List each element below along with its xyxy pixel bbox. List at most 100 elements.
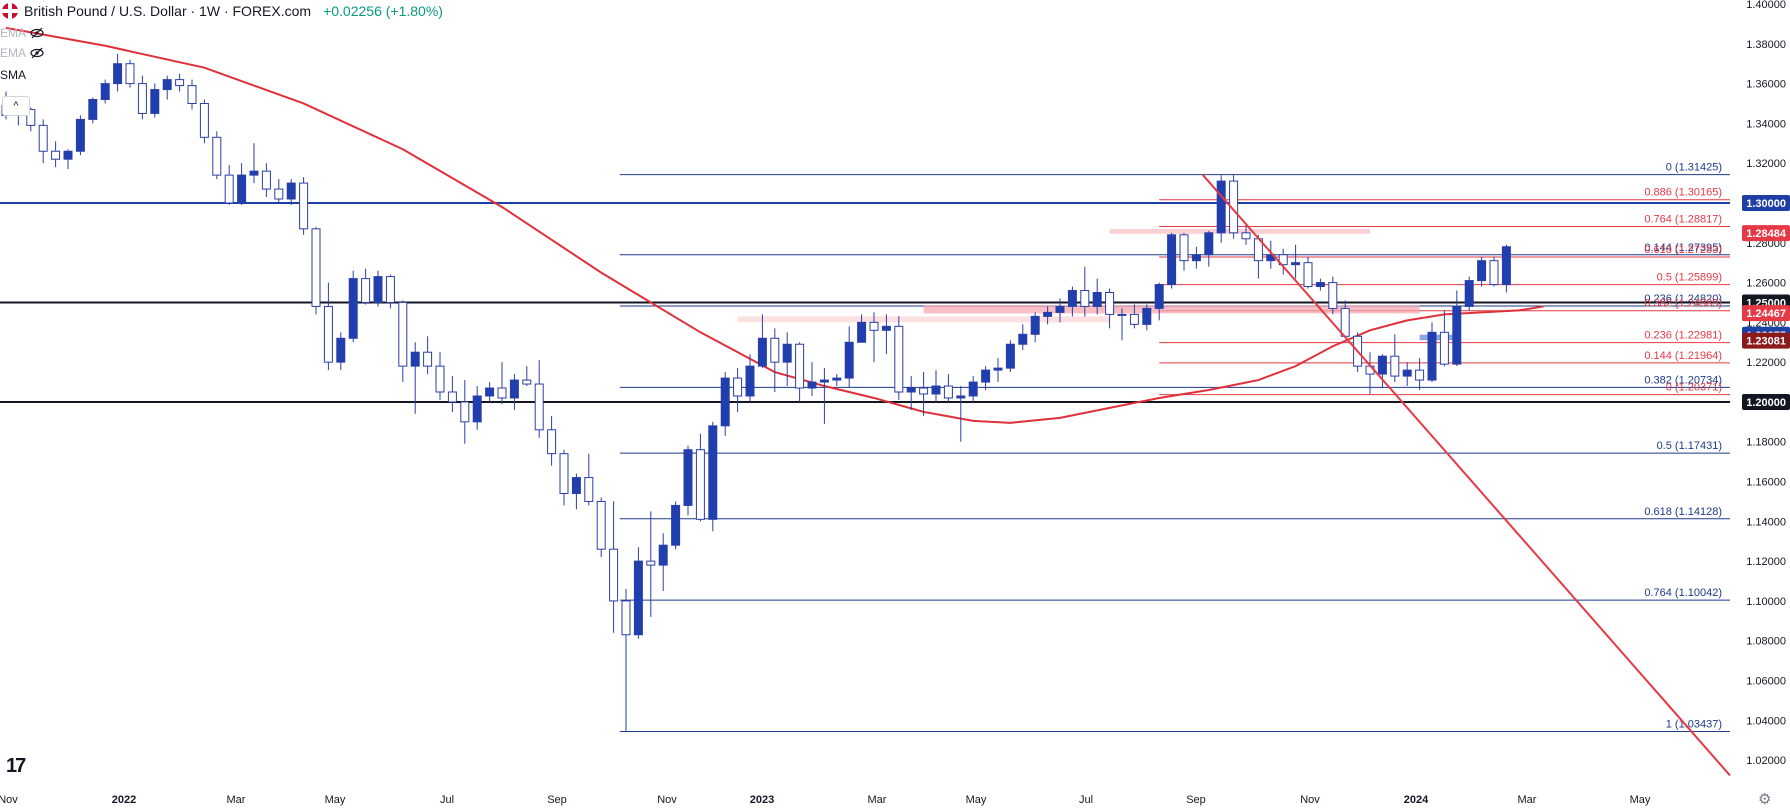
candle-down	[1179, 234, 1189, 262]
candle-up	[1477, 260, 1487, 282]
resistance-zone	[923, 305, 1420, 314]
chart-header: British Pound / U.S. Dollar · 1W · FOREX…	[0, 0, 443, 22]
candle-up	[993, 367, 1003, 371]
candle-up	[745, 365, 755, 397]
time-tick-label: Mar	[868, 794, 887, 806]
price-axis: 1.40000 1.38000 1.36000 1.34000 1.32000 1.300…	[1742, 0, 1790, 767]
indicator-label: SMA	[0, 68, 27, 82]
price-change: +0.02256 (+1.80%)	[323, 3, 443, 19]
candle-up	[1191, 254, 1201, 262]
candle-down	[1340, 307, 1350, 337]
candle-down	[646, 560, 656, 566]
indicator-sma[interactable]: SMA	[0, 68, 26, 82]
candle-up	[881, 325, 891, 331]
candle-up	[906, 387, 916, 393]
candle-down	[1129, 313, 1139, 325]
candle-down	[1278, 254, 1288, 266]
candle-up	[1377, 355, 1387, 375]
time-tick-label: May	[325, 794, 346, 806]
candle-up	[757, 337, 767, 367]
candle-up	[75, 118, 85, 152]
price-badge-label: 1.30000	[1746, 198, 1786, 210]
candle-down	[398, 301, 408, 367]
time-tick-label: May	[1630, 794, 1651, 806]
candle-up	[1464, 280, 1474, 307]
price-badge	[1742, 305, 1790, 322]
candle-up	[472, 395, 482, 423]
candle-down	[894, 325, 904, 393]
time-tick-label: Nov	[1300, 794, 1320, 806]
candle-up	[113, 63, 123, 85]
candle-up	[1055, 305, 1065, 313]
candle-up	[1067, 290, 1077, 307]
candle-down	[175, 79, 185, 87]
collapse-indicators-button[interactable]: ^	[2, 96, 30, 116]
fib-red-label: 0.618 (1.27283)	[1644, 244, 1722, 256]
candle-up	[485, 387, 495, 397]
candle-down	[199, 102, 209, 138]
gbp-flag-icon	[2, 3, 18, 19]
candles	[1, 53, 1511, 733]
candle-up	[1315, 282, 1325, 288]
candle-up	[720, 377, 730, 427]
price-tick-label: 1.32000	[1746, 158, 1786, 170]
candle-up	[956, 395, 966, 399]
horizontal-levels	[0, 201, 1730, 403]
price-tick-label: 1.36000	[1746, 79, 1786, 91]
candle-up	[1005, 343, 1015, 369]
candle-down	[609, 548, 619, 602]
time-tick-label: Sep	[1186, 794, 1206, 806]
indicator-ema-2[interactable]: EMA	[0, 46, 44, 60]
candle-up	[1427, 331, 1437, 381]
fib-red-label: 0.144 (1.21964)	[1644, 350, 1722, 362]
candle-down	[497, 387, 507, 399]
time-tick-label: Nov	[657, 794, 677, 806]
price-tick-label: 1.18000	[1746, 437, 1786, 449]
candle-up	[819, 379, 829, 383]
indicator-ema-1[interactable]: EMA	[0, 26, 44, 40]
candle-down	[125, 63, 135, 85]
candle-up	[708, 425, 718, 520]
candle-down	[1303, 262, 1313, 288]
fib-red-label: 0.764 (1.28817)	[1644, 214, 1722, 226]
candle-down	[919, 387, 929, 395]
candle-up	[336, 337, 346, 363]
tradingview-logo: 17	[6, 755, 26, 777]
price-badge-label: 1.24467	[1746, 308, 1786, 320]
candle-up	[1402, 369, 1412, 377]
candle-down	[212, 136, 222, 176]
candle-down	[770, 337, 780, 363]
time-tick-label: May	[966, 794, 987, 806]
candle-down	[435, 365, 445, 393]
gear-icon[interactable]: ⚙	[1758, 791, 1772, 808]
candle-down	[584, 477, 594, 502]
candle-up	[832, 377, 842, 381]
fib-red-label: 0.886 (1.30165)	[1644, 187, 1722, 199]
fib-blue-label: 0.5 (1.17431)	[1657, 440, 1722, 452]
price-tick-label: 1.08000	[1746, 636, 1786, 648]
candle-down	[596, 500, 606, 550]
candle-down	[261, 170, 271, 190]
candle-down	[1390, 355, 1400, 377]
candle-down	[299, 182, 309, 230]
fib-blue-label: 0.764 (1.10042)	[1644, 587, 1722, 599]
candle-down	[311, 228, 321, 307]
candle-up	[807, 381, 817, 389]
candle-down	[869, 321, 879, 331]
fib-red-label: 0.382 (1.24585)	[1644, 298, 1722, 310]
candle-down	[559, 453, 569, 494]
symbol-title[interactable]: British Pound / U.S. Dollar · 1W · FOREX…	[24, 3, 312, 19]
candle-up	[1501, 246, 1511, 286]
eye-hidden-icon[interactable]	[30, 26, 44, 40]
candle-down	[695, 449, 705, 520]
candle-down	[795, 343, 805, 389]
price-tick-label: 1.04000	[1746, 715, 1786, 727]
time-tick-label: Jul	[440, 794, 454, 806]
candle-up	[1216, 180, 1226, 234]
candle-up	[782, 343, 792, 363]
candle-down	[38, 124, 48, 152]
price-badge-label: 1.23081	[1746, 336, 1786, 348]
eye-hidden-icon[interactable]	[30, 46, 44, 60]
time-tick-label: Mar	[1518, 794, 1537, 806]
